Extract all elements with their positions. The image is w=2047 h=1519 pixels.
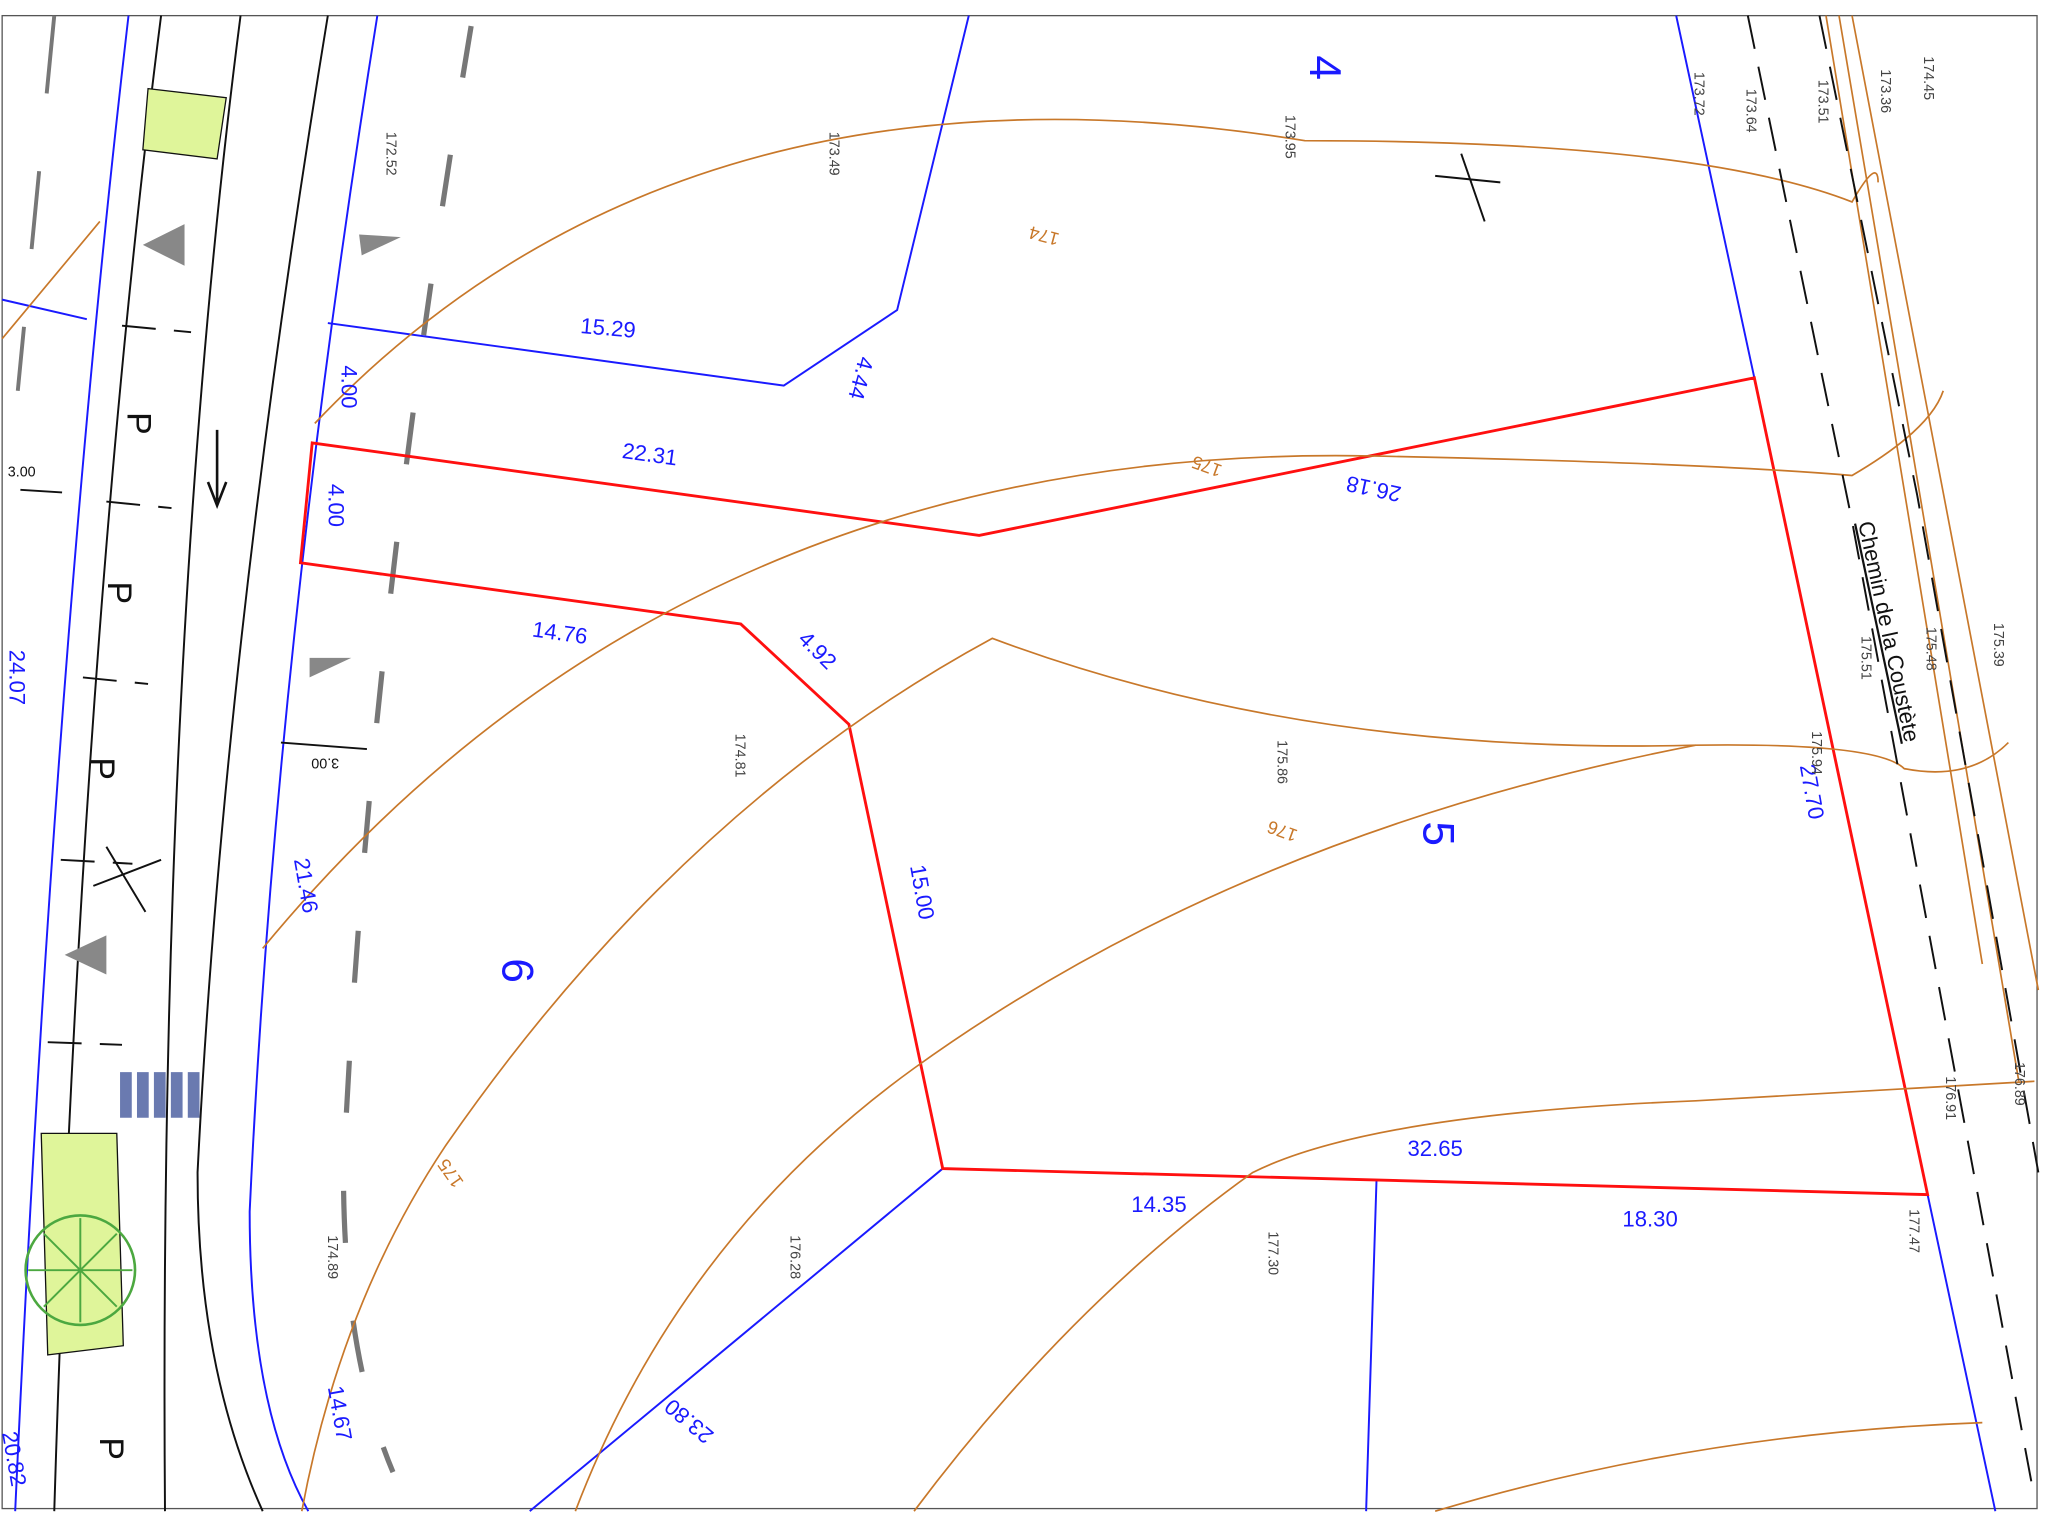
page: {"lots": ["4", "5", "6"], "dimensions": … — [0, 0, 2047, 1519]
width-label: 3.00 — [311, 754, 339, 770]
dimension-label: 4.00 — [324, 484, 349, 527]
dimension-label: 18.30 — [1622, 1207, 1677, 1232]
lot-number: 5 — [1413, 821, 1462, 846]
parking-marker: P — [92, 1437, 130, 1460]
elevation-label: 176.91 — [1942, 1076, 1958, 1120]
lot-number: 6 — [492, 958, 541, 983]
parking-marker: P — [100, 581, 138, 604]
parking-marker: P — [83, 757, 121, 780]
elevation-label: 176.28 — [786, 1235, 802, 1279]
elevation-label: 174.81 — [732, 734, 748, 778]
lot-number: 4 — [1300, 55, 1349, 80]
dimension-label: 32.65 — [1407, 1136, 1462, 1161]
elevation-label: 172.52 — [383, 132, 399, 176]
elevation-label: 174.45 — [1920, 56, 1936, 100]
site-plan: 45615.294.444.0022.314.0026.1814.764.922… — [0, 0, 2047, 1519]
elevation-label: 173.51 — [1814, 80, 1830, 124]
elevation-label: 175.86 — [1274, 740, 1290, 784]
dimension-label: 14.35 — [1131, 1192, 1186, 1217]
elevation-label: 177.30 — [1265, 1231, 1281, 1275]
elevation-label: 175.48 — [1922, 627, 1938, 671]
dimension-label: 24.07 — [4, 650, 29, 705]
parking-marker: P — [119, 412, 157, 435]
frame — [2, 16, 2037, 1509]
elevation-label: 175.39 — [1990, 623, 2006, 667]
elevation-label: 176.89 — [2011, 1062, 2027, 1106]
elevation-label: 175.51 — [1857, 636, 1873, 680]
dimension-label: 4.00 — [337, 365, 362, 408]
elevation-label: 173.36 — [1877, 69, 1893, 113]
width-label: 3.00 — [8, 465, 36, 481]
elevation-label: 175.94 — [1808, 731, 1824, 775]
elevation-label: 173.95 — [1281, 115, 1297, 159]
elevation-label: 174.89 — [324, 1235, 340, 1279]
elevation-label: 173.64 — [1743, 89, 1759, 133]
dimension-label: 15.29 — [579, 313, 636, 343]
elevation-label: 173.72 — [1691, 72, 1707, 116]
elevation-label: 177.47 — [1905, 1209, 1921, 1253]
elevation-label: 173.49 — [826, 132, 842, 176]
